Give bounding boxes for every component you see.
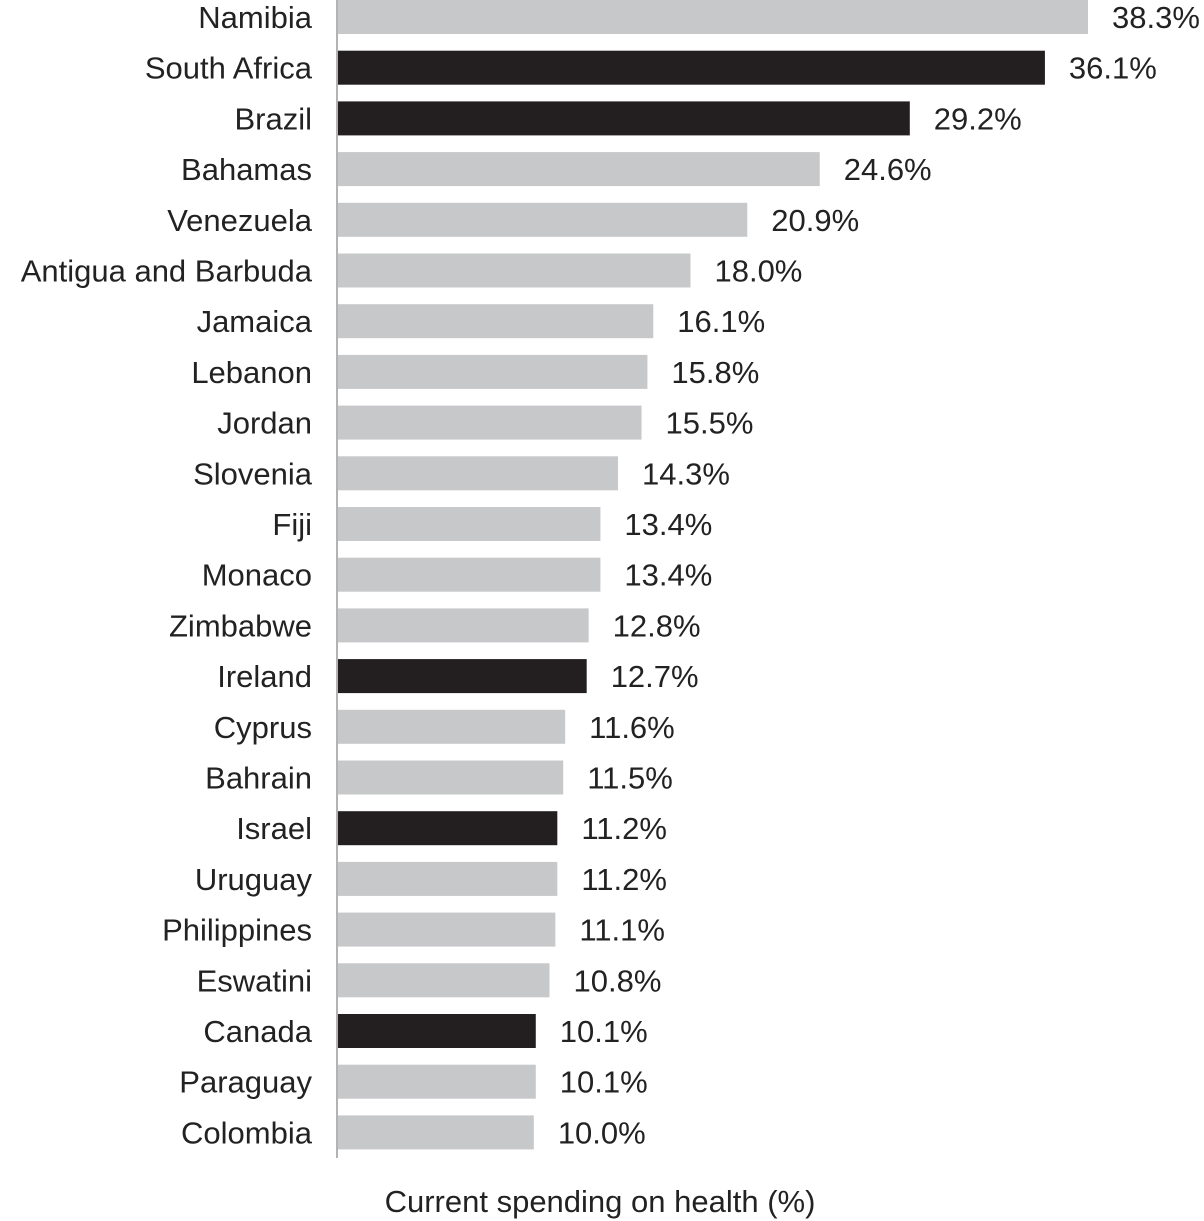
value-label: 11.5% (587, 761, 673, 796)
bar (338, 709, 566, 744)
category-label: Zimbabwe (169, 608, 312, 643)
value-label: 16.1% (677, 304, 765, 339)
bar (338, 253, 691, 288)
category-label: Lebanon (191, 355, 312, 390)
category-labels-group: Namibia South Africa Brazil Bahamas Venezuel… (21, 0, 313, 1150)
value-label: 18.0% (714, 254, 802, 289)
value-label: 11.2% (581, 811, 667, 846)
category-label: Jamaica (197, 304, 313, 339)
x-axis-title: Current spending on health (%) (385, 1184, 816, 1219)
category-label: Venezuela (167, 203, 313, 238)
bar (338, 811, 558, 846)
bar (338, 1115, 534, 1150)
category-label: Israel (236, 811, 312, 846)
value-label: 15.5% (666, 406, 754, 441)
bar (338, 507, 601, 541)
bar (338, 1014, 536, 1048)
bar (338, 304, 654, 339)
value-label: 11.1% (579, 913, 665, 948)
value-label: 12.8% (613, 608, 701, 643)
bar (338, 152, 820, 187)
value-label: 10.8% (573, 963, 661, 998)
bar (338, 659, 587, 694)
category-label: Namibia (198, 0, 312, 35)
bar (338, 912, 556, 947)
bar (338, 608, 589, 643)
bar (338, 760, 564, 795)
value-label: 13.4% (624, 558, 712, 593)
value-label: 13.4% (624, 507, 712, 542)
bar (338, 50, 1045, 85)
category-label: Colombia (181, 1115, 313, 1150)
bar (338, 861, 558, 896)
category-label: Philippines (162, 913, 312, 948)
value-label: 29.2% (934, 101, 1022, 136)
bar (338, 963, 550, 998)
category-label: Brazil (234, 101, 312, 136)
value-label: 10.1% (560, 1065, 648, 1100)
value-label: 11.2% (581, 862, 667, 897)
value-label: 11.6% (589, 710, 675, 745)
value-label: 14.3% (642, 456, 730, 491)
category-label: Fiji (272, 507, 312, 542)
category-label: Jordan (217, 406, 312, 441)
value-label: 10.1% (560, 1014, 648, 1049)
bar (338, 557, 601, 592)
bar (338, 456, 619, 491)
category-label: Bahamas (181, 152, 312, 187)
category-label: Bahrain (205, 761, 312, 796)
value-label: 20.9% (771, 203, 859, 238)
value-labels-group: 38.3% 36.1% 29.2%24.6% 20.9% 18.0% 16.1% 15.8%… (558, 0, 1200, 1150)
value-label: 15.8% (671, 355, 759, 390)
value-label: 36.1% (1069, 51, 1157, 86)
bar (338, 1064, 536, 1099)
category-label: Canada (203, 1014, 312, 1049)
category-label: Uruguay (195, 862, 313, 897)
bar (338, 101, 910, 136)
category-label: Antigua and Barbuda (21, 254, 313, 289)
category-label: South Africa (145, 51, 313, 86)
bar (338, 405, 642, 440)
value-label: 12.7% (611, 659, 699, 694)
bars-group (338, 0, 1088, 1150)
bar (338, 0, 1088, 34)
value-label: 24.6% (844, 152, 932, 187)
category-label: Ireland (217, 659, 312, 694)
category-label: Monaco (202, 558, 312, 593)
category-label: Cyprus (214, 710, 312, 745)
value-label: 38.3% (1112, 0, 1200, 35)
bar (338, 202, 748, 237)
bar (338, 354, 648, 389)
value-label: 10.0% (558, 1115, 646, 1150)
category-label: Paraguay (179, 1065, 312, 1100)
category-label: Eswatini (197, 963, 312, 998)
category-label: Slovenia (193, 456, 313, 491)
